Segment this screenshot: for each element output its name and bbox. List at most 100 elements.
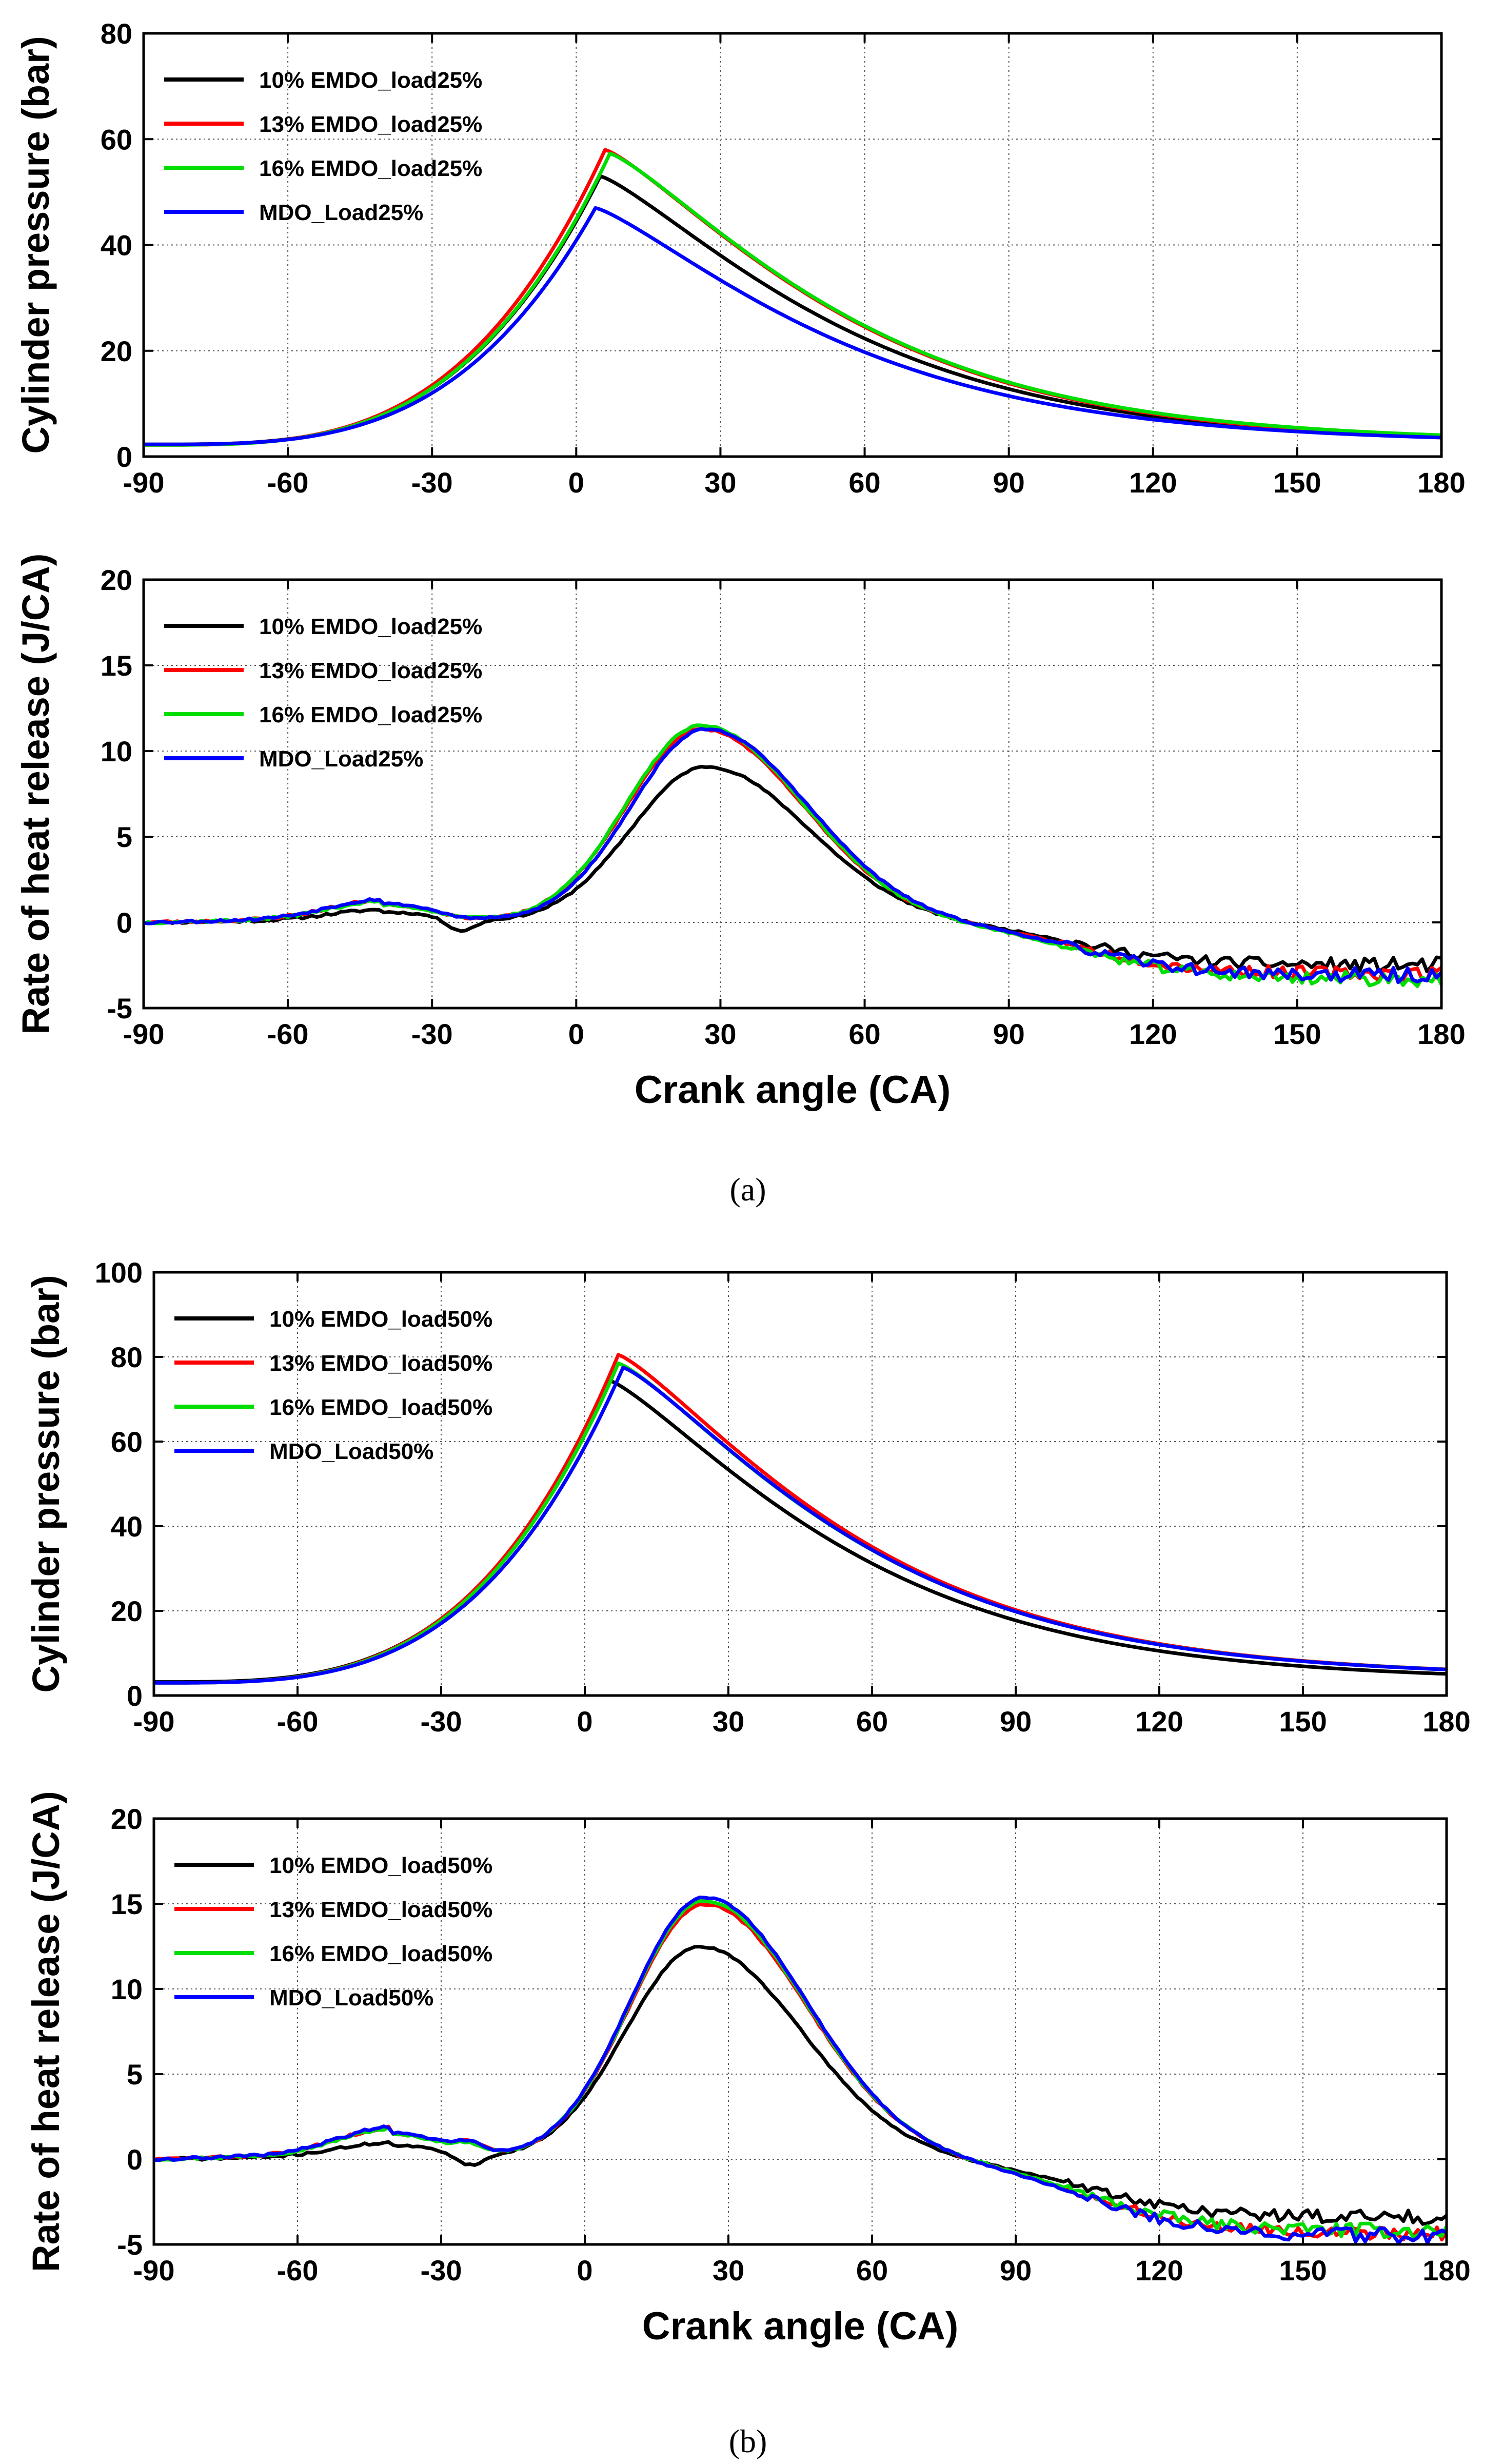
chart-a-bottom: -90 -60 -30 0 30 60 90 120 150 180 -5 0 5 10 15 20 10% E… [14, 554, 1466, 1112]
x-tick-label: 60 [856, 2254, 888, 2286]
y-tick-label: 60 [111, 1426, 143, 1458]
legend-label-2: 13% EMDO_load50% [269, 1351, 492, 1376]
chart-a-top: -90 -60 -30 0 30 60 90 120 150 180 0 20 40 60 80 10% EM… [14, 17, 1466, 499]
y-tick-label: 40 [101, 229, 132, 262]
plot-frame [142, 32, 1443, 458]
y-tick-label: 100 [95, 1256, 143, 1289]
chart-b-bottom: -90 -60 -30 0 30 60 90 120 150 180 -5 0 5 10 15 20 10% E… [25, 1791, 1471, 2348]
y-tick-label: 0 [127, 2143, 143, 2176]
x-tick-label: 0 [577, 1705, 592, 1738]
x-tick-label: 120 [1129, 466, 1177, 499]
subfigure-label-b: (b) [729, 2423, 767, 2459]
x-tick-label: 150 [1273, 466, 1321, 499]
x-tick-label: 60 [856, 1705, 888, 1738]
chart-b-top: -90 -60 -30 0 30 60 90 120 150 180 0 20 40 60 80 100 10%… [25, 1256, 1471, 1738]
x-tick-label: 150 [1279, 2254, 1327, 2286]
series-line-1 [143, 764, 1442, 974]
legend-label-2: 13% EMDO_load50% [269, 1897, 492, 1922]
x-tick-label: -30 [411, 1018, 453, 1050]
y-tick-label: 20 [111, 1803, 143, 1835]
y-tick-label: 15 [111, 1888, 143, 1920]
x-tick-label: -60 [277, 1705, 319, 1738]
y-tick-label: -5 [107, 992, 132, 1024]
x-axis-label: Crank angle (CA) [635, 1068, 951, 1112]
plot-frame [152, 1817, 1448, 2246]
x-tick-label: 180 [1417, 466, 1465, 499]
x-tick-label: 150 [1273, 1018, 1321, 1050]
y-axis-label: Cylinder pressure (bar) [14, 36, 57, 454]
x-tick-label: 180 [1422, 2254, 1470, 2286]
x-tick-label: 30 [704, 466, 736, 499]
series-line-4 [153, 1896, 1448, 2245]
series-line-4 [143, 727, 1443, 984]
y-tick-label: -5 [117, 2229, 143, 2261]
x-tick-label: 60 [848, 466, 880, 499]
y-tick-label: 60 [101, 123, 132, 155]
legend-label-2: 13% EMDO_load25% [259, 112, 482, 137]
legend-label-1: 10% EMDO_load25% [259, 68, 482, 93]
series-line-3 [143, 723, 1443, 988]
x-tick-label: -90 [133, 2254, 175, 2286]
x-tick-label: -60 [267, 466, 309, 499]
y-tick-label: 10 [101, 735, 132, 767]
x-tick-label: 90 [1000, 2254, 1032, 2286]
x-tick-label: 0 [568, 466, 584, 499]
y-tick-label: 5 [116, 821, 132, 853]
x-tick-label: 30 [713, 1705, 744, 1738]
y-tick-label: 20 [101, 564, 132, 596]
x-tick-label: 60 [848, 1018, 880, 1050]
plot-frame [142, 578, 1443, 1010]
y-tick-label: 15 [101, 649, 132, 682]
subfigure-label-a: (a) [729, 1171, 766, 1208]
x-tick-label: -30 [421, 2254, 462, 2286]
x-tick-label: -90 [123, 1018, 165, 1050]
x-tick-label: 0 [577, 2254, 592, 2286]
plot-frame [152, 1271, 1448, 1697]
x-tick-label: 90 [993, 1018, 1025, 1050]
x-tick-label: 30 [713, 2254, 744, 2286]
y-tick-label: 0 [127, 1680, 143, 1712]
legend-label-4: MDO_Load25% [259, 746, 423, 772]
y-tick-label: 40 [111, 1510, 143, 1543]
legend-label-3: 16% EMDO_load25% [259, 702, 482, 727]
legend-label-3: 16% EMDO_load25% [259, 156, 482, 181]
y-tick-label: 0 [116, 906, 132, 939]
y-axis-label: Rate of heat release (J/CA) [25, 1791, 67, 2272]
legend-label-3: 16% EMDO_load50% [269, 1941, 492, 1966]
legend-label-1: 10% EMDO_load50% [269, 1307, 492, 1332]
legend-label-4: MDO_Load50% [269, 1439, 433, 1464]
y-tick-label: 5 [127, 2058, 143, 2091]
y-tick-label: 20 [111, 1595, 143, 1627]
series-line-4 [153, 1366, 1447, 1685]
x-tick-label: 30 [704, 1018, 736, 1050]
x-tick-label: 90 [1000, 1705, 1032, 1738]
y-tick-label: 80 [101, 17, 132, 50]
x-tick-label: 90 [993, 466, 1025, 499]
x-tick-label: -60 [277, 2254, 319, 2286]
x-tick-label: -30 [411, 466, 453, 499]
legend-label-4: MDO_Load50% [269, 1985, 433, 2010]
legend-label-2: 13% EMDO_load25% [259, 658, 482, 683]
x-tick-label: 120 [1135, 1705, 1183, 1738]
x-axis-label: Crank angle (CA) [642, 2304, 959, 2348]
x-tick-label: -90 [123, 466, 165, 499]
x-tick-label: -90 [133, 1705, 175, 1738]
y-axis-label: Cylinder pressure (bar) [25, 1275, 67, 1692]
x-tick-label: 180 [1417, 1018, 1465, 1050]
y-tick-label: 20 [101, 335, 132, 367]
x-tick-label: 120 [1129, 1018, 1177, 1050]
plot-area [154, 1272, 1447, 1696]
x-tick-label: 180 [1422, 1705, 1470, 1738]
legend-label-1: 10% EMDO_load50% [269, 1853, 492, 1878]
y-axis-label: Rate of heat release (J/CA) [14, 554, 57, 1035]
legend-label-4: MDO_Load25% [259, 200, 423, 225]
x-tick-label: -60 [267, 1018, 309, 1050]
series-line-4 [144, 206, 1442, 446]
x-tick-label: -30 [421, 1705, 462, 1738]
x-tick-label: 150 [1279, 1705, 1327, 1738]
y-tick-label: 10 [111, 1973, 143, 2005]
y-tick-label: 0 [116, 441, 132, 473]
legend-label-1: 10% EMDO_load25% [259, 614, 482, 639]
series-line-1 [153, 1945, 1448, 2226]
